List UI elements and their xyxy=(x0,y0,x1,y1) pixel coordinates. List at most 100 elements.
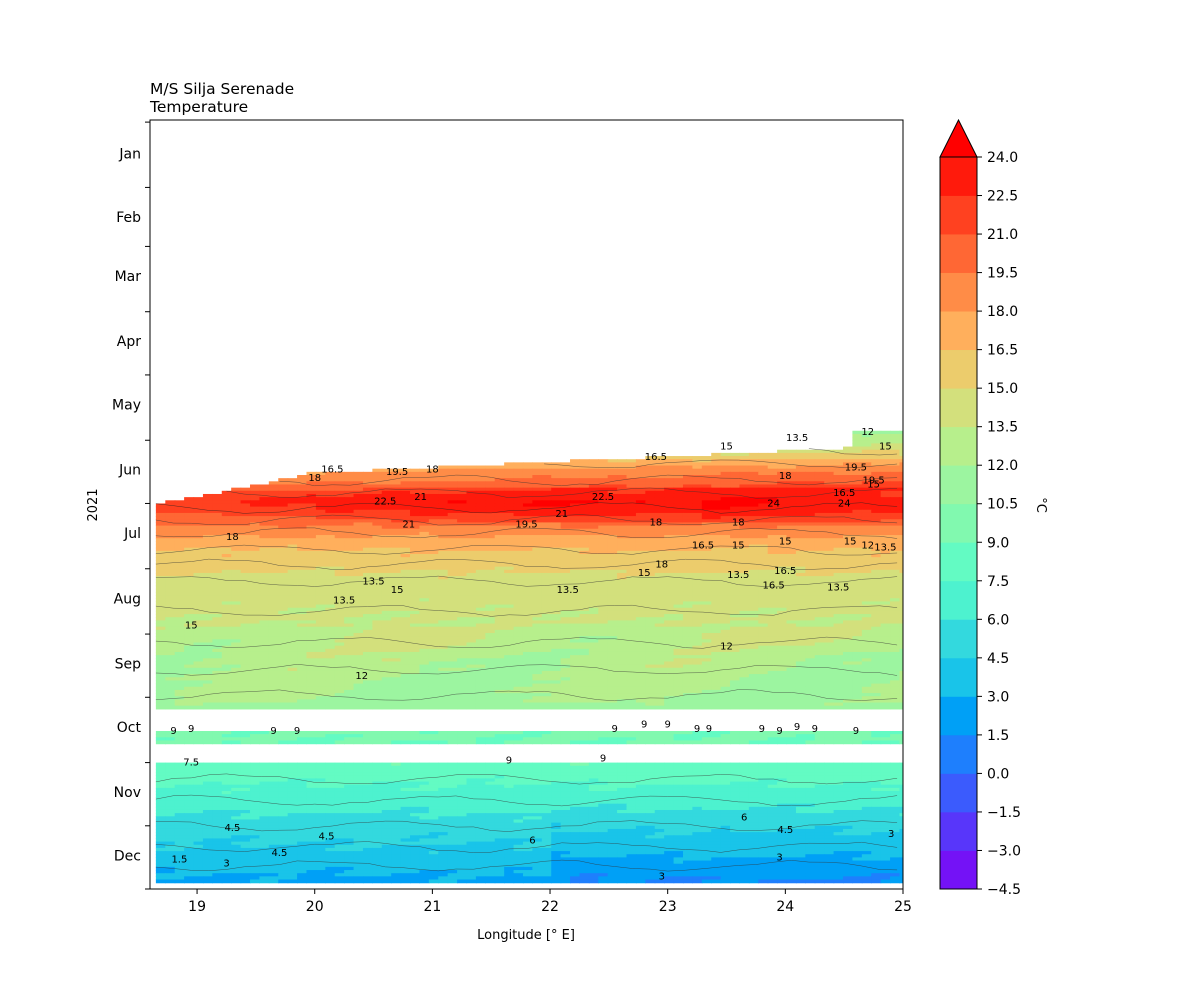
field-cell xyxy=(654,459,665,463)
field-cell xyxy=(890,598,901,603)
field-cell xyxy=(617,550,628,555)
field-cell xyxy=(410,493,421,498)
field-cell xyxy=(287,528,298,533)
field-cell xyxy=(560,614,571,618)
field-cell xyxy=(372,614,383,618)
field-cell xyxy=(861,607,872,612)
field-cell xyxy=(334,617,345,621)
field-cell xyxy=(579,519,590,524)
field-cell xyxy=(485,490,496,495)
field-cell xyxy=(635,512,646,517)
field-cell xyxy=(240,512,251,517)
field-cell xyxy=(748,591,759,596)
field-cell xyxy=(353,626,364,631)
field-cell xyxy=(730,503,741,508)
field-cell xyxy=(767,512,778,517)
field-cell xyxy=(617,500,628,505)
field-cell xyxy=(588,512,599,517)
field-cell xyxy=(457,623,468,628)
field-cell xyxy=(362,531,373,536)
field-cell xyxy=(852,541,863,546)
field-cell xyxy=(654,468,665,473)
field-cell xyxy=(795,614,806,618)
field-cell xyxy=(381,550,392,555)
field-cell xyxy=(890,569,901,574)
field-cell xyxy=(475,636,486,640)
field-cell xyxy=(278,585,289,590)
field-cell xyxy=(334,569,345,574)
field-cell xyxy=(193,522,204,527)
field-cell xyxy=(880,437,891,441)
field-cell xyxy=(814,487,825,492)
field-cell xyxy=(711,607,722,612)
field-cell xyxy=(560,531,571,536)
field-cell xyxy=(344,566,355,571)
field-cell xyxy=(645,626,656,631)
field-cell xyxy=(843,554,854,558)
field-cell xyxy=(871,557,882,561)
field-cell xyxy=(588,651,599,656)
field-cell xyxy=(381,658,392,663)
field-cell xyxy=(485,642,496,647)
field-cell xyxy=(824,569,835,574)
field-cell xyxy=(447,531,458,536)
field-cell xyxy=(654,547,665,552)
field-cell xyxy=(635,538,646,542)
field-cell xyxy=(306,576,317,580)
field-cell xyxy=(278,550,289,555)
field-cell xyxy=(250,585,261,590)
field-cell xyxy=(504,544,515,549)
field-cell xyxy=(381,471,392,476)
field-cell xyxy=(843,563,854,568)
field-cell xyxy=(767,475,778,479)
field-cell xyxy=(645,607,656,612)
field-cell xyxy=(344,620,355,625)
field-cell xyxy=(240,490,251,495)
field-cell xyxy=(720,614,731,618)
field-cell xyxy=(315,614,326,618)
field-cell xyxy=(664,503,675,508)
field-cell xyxy=(748,503,759,508)
field-cell xyxy=(871,633,882,637)
field-cell xyxy=(730,522,741,527)
field-cell xyxy=(598,557,609,561)
field-cell xyxy=(231,566,242,571)
field-cell xyxy=(795,550,806,555)
field-cell xyxy=(607,629,618,634)
field-cell xyxy=(315,607,326,612)
field-cell xyxy=(494,591,505,596)
field-cell xyxy=(560,633,571,637)
field-cell xyxy=(485,550,496,555)
field-cell xyxy=(202,585,213,590)
field-cell xyxy=(635,591,646,596)
field-cell xyxy=(381,497,392,501)
field-cell xyxy=(767,516,778,520)
field-cell xyxy=(833,595,844,599)
field-cell xyxy=(344,484,355,489)
field-cell xyxy=(635,566,646,571)
field-cell xyxy=(814,569,825,574)
field-cell xyxy=(664,607,675,612)
field-cell xyxy=(287,576,298,580)
field-cell xyxy=(231,617,242,621)
field-cell xyxy=(212,554,223,558)
field-cell xyxy=(861,547,872,552)
field-cell xyxy=(588,604,599,609)
field-cell xyxy=(899,554,903,558)
field-cell xyxy=(155,655,166,659)
field-cell xyxy=(654,550,665,555)
field-cell xyxy=(871,490,882,495)
field-cell xyxy=(532,620,543,625)
field-cell xyxy=(645,633,656,637)
field-cell xyxy=(570,475,581,479)
field-cell xyxy=(711,512,722,517)
field-cell xyxy=(268,550,279,555)
field-cell xyxy=(899,430,903,435)
field-cell xyxy=(174,554,185,558)
field-cell xyxy=(513,639,524,644)
field-cell xyxy=(485,512,496,517)
field-cell xyxy=(833,493,844,498)
field-cell xyxy=(758,648,769,653)
field-cell xyxy=(645,639,656,644)
field-cell xyxy=(466,478,477,482)
